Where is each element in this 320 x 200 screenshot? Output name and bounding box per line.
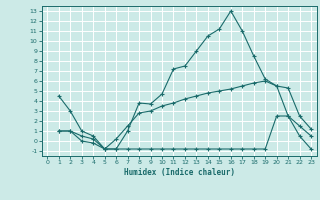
- X-axis label: Humidex (Indice chaleur): Humidex (Indice chaleur): [124, 168, 235, 177]
